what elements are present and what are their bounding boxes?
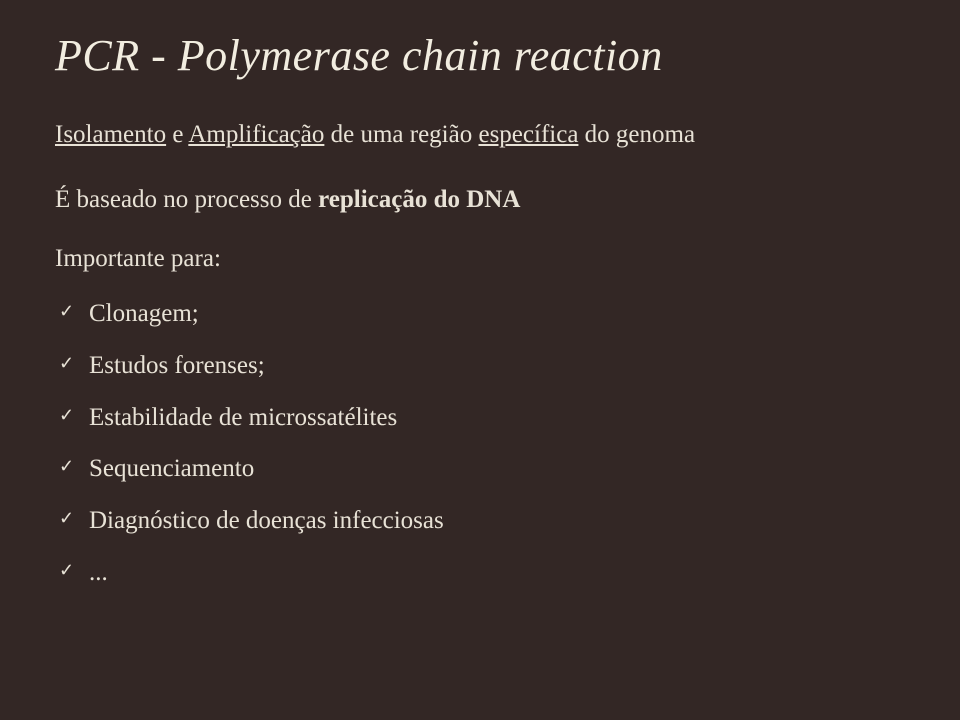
list-item: Estabilidade de microssatélites (55, 401, 905, 435)
list-item: Clonagem; (55, 297, 905, 331)
slide: PCR - Polymerase chain reaction Isolamen… (0, 0, 960, 720)
list-item: Estudos forenses; (55, 349, 905, 383)
subtitle-block: Isolamento e Amplificação de uma região … (55, 117, 905, 152)
subtitle-tail: do genoma (578, 121, 695, 148)
paragraph-pre: É baseado no processo de (55, 186, 318, 213)
slide-title: PCR - Polymerase chain reaction (55, 30, 905, 81)
list-item: Sequenciamento (55, 452, 905, 486)
paragraph-block: É baseado no processo de replicação do D… (55, 182, 905, 217)
subtitle-especifica: específica (478, 121, 578, 148)
list-item: ... (55, 556, 905, 590)
subtitle-rest: de uma região (324, 121, 478, 148)
subtitle-conj: e (166, 121, 188, 148)
list-item: Diagnóstico de doenças infecciosas (55, 504, 905, 538)
subtitle-isolamento: Isolamento (55, 121, 166, 148)
check-list: Clonagem; Estudos forenses; Estabilidade… (55, 297, 905, 590)
paragraph-bold: replicação do DNA (318, 186, 520, 213)
list-heading: Importante para: (55, 245, 905, 273)
subtitle-amplificacao: Amplificação (188, 121, 324, 148)
